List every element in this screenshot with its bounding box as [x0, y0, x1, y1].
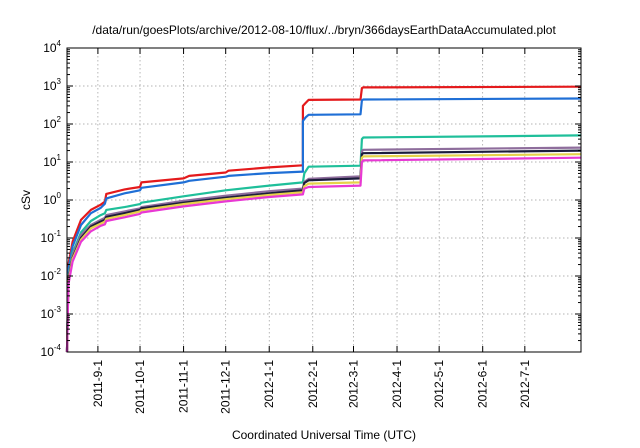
y-tick-label: 10-2 — [41, 267, 62, 283]
x-tick-label: 2012-4-1 — [390, 360, 404, 408]
series-line-7 — [65, 156, 582, 353]
x-tick-label: 2011-11-1 — [177, 360, 191, 413]
y-tick-label: 101 — [43, 153, 61, 169]
y-tick-label: 10-4 — [41, 343, 62, 359]
x-tick-labels: 2011-9-1 2011-10-1 2011-11-1 2011-12-1 2012-… — [91, 360, 532, 414]
y-tick-label: 102 — [43, 115, 61, 131]
axis-ticks — [67, 47, 581, 353]
x-tick-label: 2012-5-1 — [432, 360, 446, 408]
grid — [67, 48, 581, 352]
x-tick-label: 2011-9-1 — [91, 360, 105, 407]
x-tick-label: 2011-12-1 — [219, 360, 233, 414]
x-tick-label: 2012-2-1 — [306, 360, 320, 408]
x-tick-label: 2011-10-1 — [133, 360, 147, 414]
y-tick-label: 104 — [43, 39, 61, 55]
series-line-3 — [65, 134, 582, 353]
x-tick-label: 2012-7-1 — [518, 360, 532, 408]
x-tick-label: 2012-1-1 — [262, 360, 276, 408]
y-tick-label: 103 — [43, 77, 61, 93]
series-line-5 — [65, 149, 582, 353]
chart-title: /data/run/goesPlots/archive/2012-08-10/f… — [92, 23, 556, 37]
series-line-2 — [65, 97, 582, 353]
series-line-1 — [65, 85, 582, 353]
y-tick-label: 10-1 — [41, 229, 62, 245]
x-tick-label: 2012-3-1 — [346, 360, 360, 408]
y-axis-label: cSv — [19, 190, 33, 210]
y-tick-label: 100 — [43, 191, 61, 207]
x-axis-label: Coordinated Universal Time (UTC) — [232, 428, 416, 442]
y-tick-label: 10-3 — [41, 305, 62, 321]
series-line-6 — [65, 153, 582, 353]
series-line-4 — [65, 146, 582, 353]
x-tick-label: 2012-6-1 — [476, 360, 490, 408]
series-group — [65, 85, 582, 353]
y-tick-labels: 10-4 10-3 10-2 10-1 100 101 102 103 104 — [41, 39, 62, 359]
